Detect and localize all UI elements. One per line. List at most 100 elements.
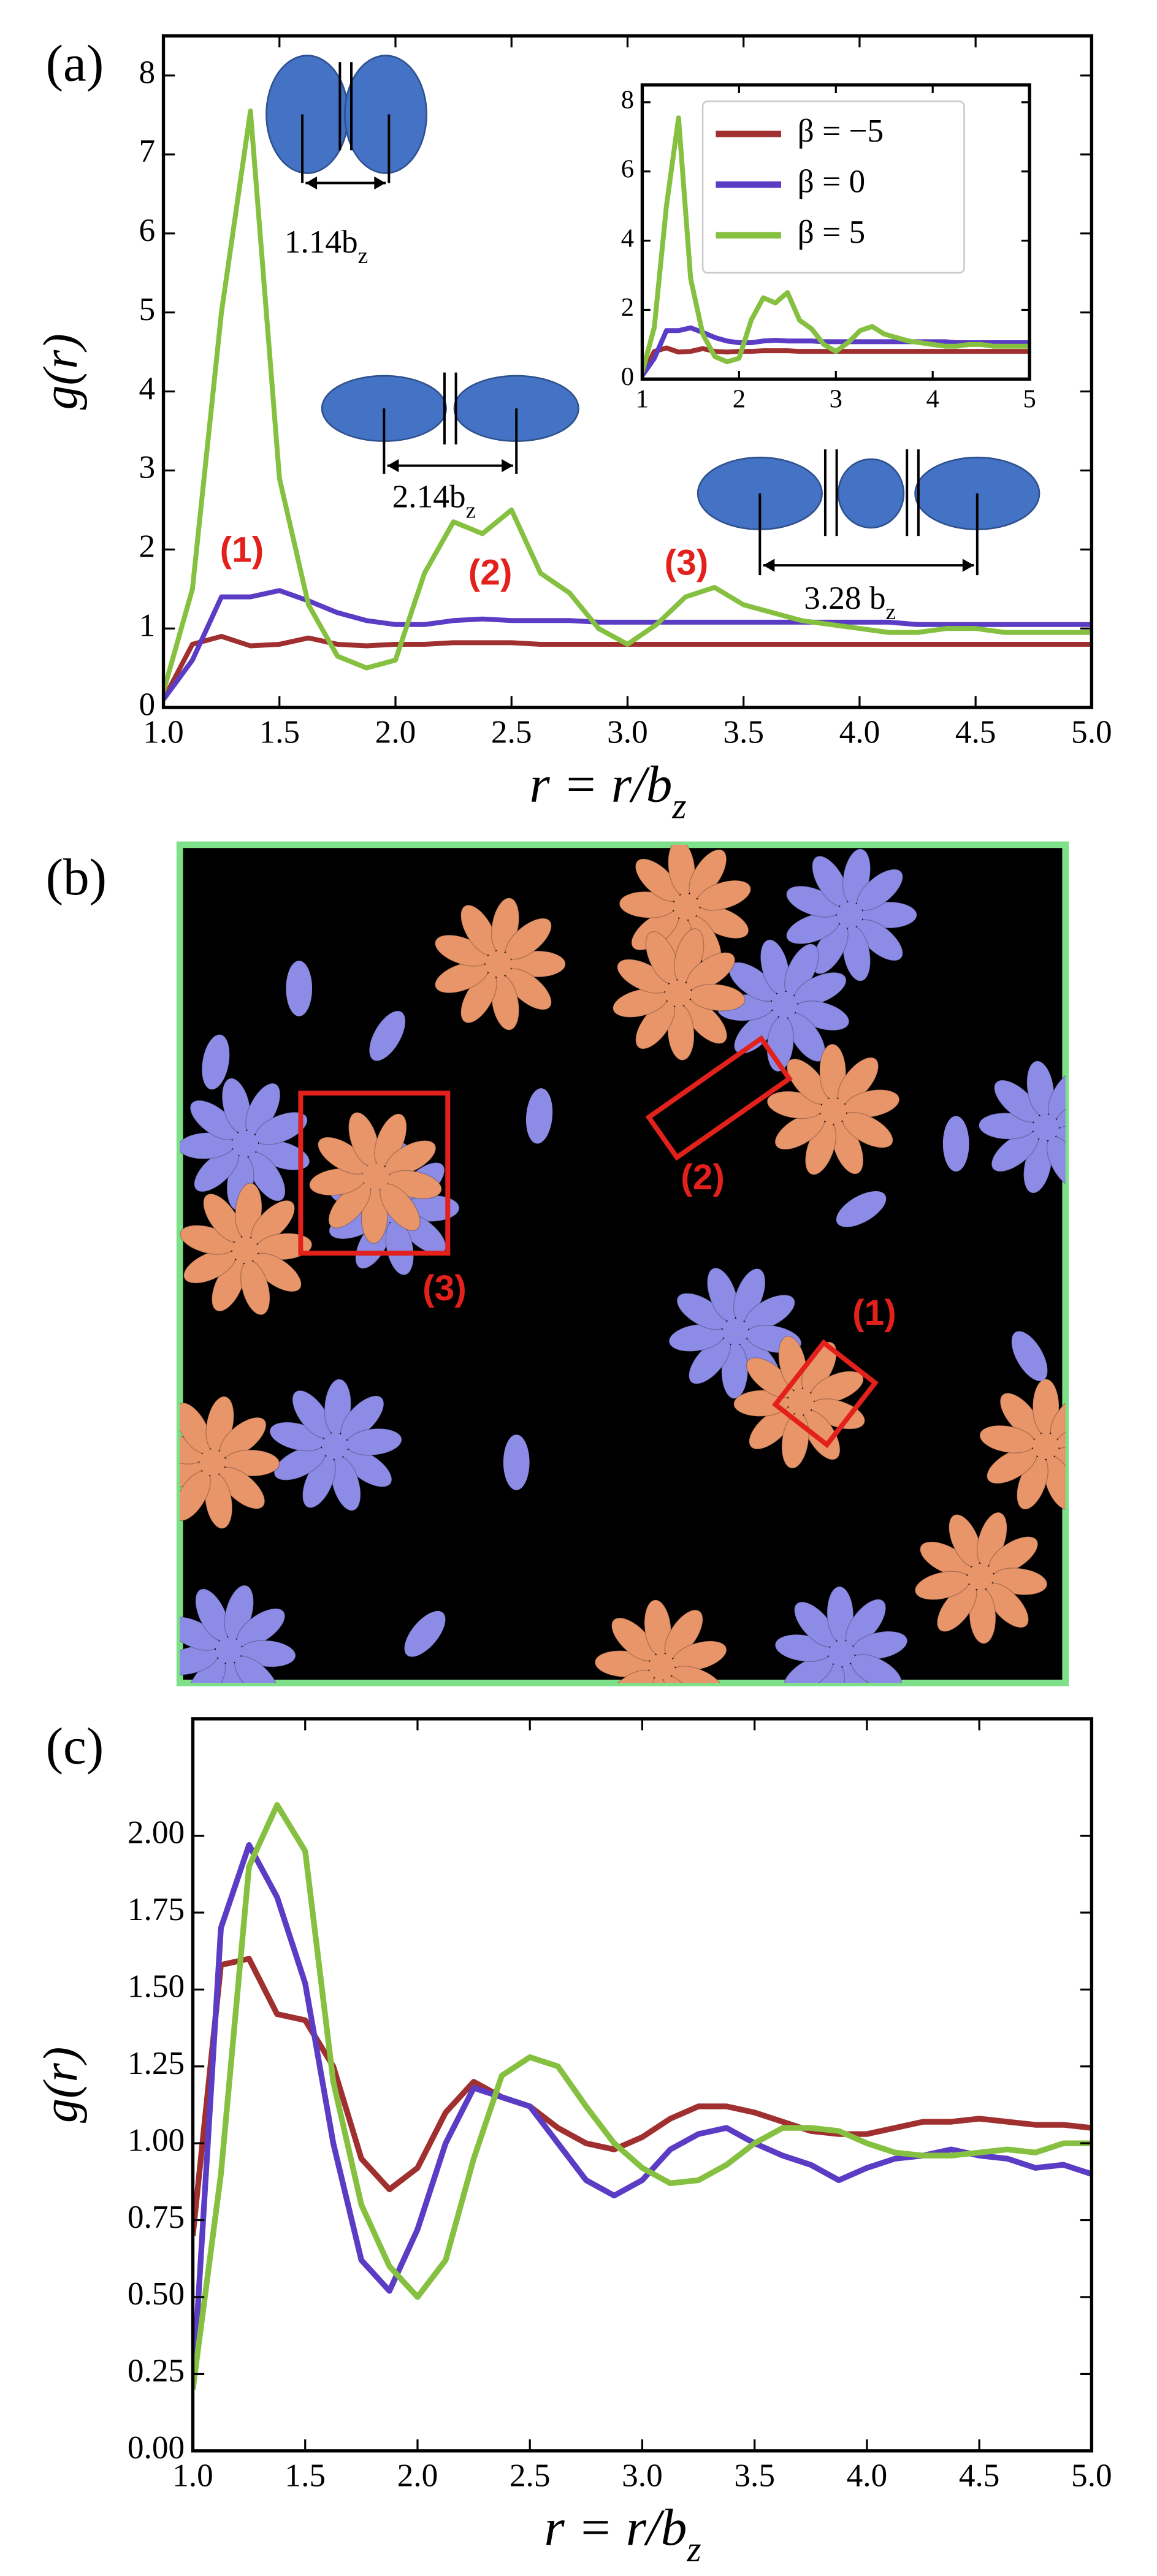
particle xyxy=(202,1034,230,1090)
x-axis-label-sub: z xyxy=(671,785,686,826)
legend-frame xyxy=(701,100,965,274)
particle-cluster xyxy=(733,1335,866,1469)
x-tick-label: 3.5 xyxy=(723,714,764,750)
spacing-label-main: 1.14b xyxy=(284,224,358,260)
particle-cluster xyxy=(619,844,752,973)
particle-core xyxy=(362,1163,389,1190)
spacing-label: 2.14bz xyxy=(392,479,476,524)
particle-core xyxy=(665,980,692,1007)
y-tick-label: 4 xyxy=(139,370,156,406)
y-tick-label: 0.25 xyxy=(128,2353,185,2389)
particle-cluster xyxy=(766,1043,900,1175)
particle-cluster xyxy=(774,1586,908,1683)
legend-label: β = 0 xyxy=(798,163,865,199)
particle-cluster xyxy=(180,1078,310,1211)
panel-label: (c) xyxy=(46,1718,104,1775)
particle-core xyxy=(967,1563,994,1590)
x-tick-label: 2.5 xyxy=(510,2457,551,2493)
y-tick-label: 1.75 xyxy=(128,1891,185,1927)
particle xyxy=(404,1610,446,1657)
particle-cluster xyxy=(180,1585,296,1683)
particle-core xyxy=(1033,1433,1060,1460)
spacing-label-main: 3.28 b xyxy=(804,580,885,616)
series-line xyxy=(193,1802,1092,2390)
particle-cluster xyxy=(914,1512,1048,1644)
y-tick-label: 0.75 xyxy=(128,2199,185,2235)
particle xyxy=(286,961,313,1016)
y-tick-label: 1.25 xyxy=(128,2045,185,2081)
panel-label: (a) xyxy=(46,35,104,93)
particle xyxy=(525,1088,553,1144)
spacing-label-sub: z xyxy=(358,243,368,269)
y-axis-label: g(r) xyxy=(34,2047,88,2123)
y-tick-label: 1.50 xyxy=(128,1968,185,2005)
y-tick-label: 4 xyxy=(621,224,634,253)
x-tick-label: 3 xyxy=(830,384,842,413)
x-axis-label-main: r = r/b xyxy=(530,755,673,813)
x-tick-label: 2 xyxy=(733,384,746,413)
particle-core xyxy=(485,951,512,977)
y-tick-label: 8 xyxy=(621,86,634,115)
snapshot-frame xyxy=(176,841,1069,1686)
chart-c: 1.0 1.5 2.0 2.5 3.0 3.5 4.0 4.5 5.0 0.00 0.25 0.50 0… xyxy=(34,1717,1112,2569)
series-line xyxy=(642,115,1030,373)
spacing-label: 3.28 bz xyxy=(804,580,896,625)
y-tick-label: 0.00 xyxy=(128,2429,185,2466)
y-tick-label: 7 xyxy=(139,133,156,169)
spacing-label-main: 2.14b xyxy=(392,479,466,515)
particle-cluster xyxy=(269,1379,402,1511)
x-tick-label: 3.5 xyxy=(734,2457,775,2493)
particle-core xyxy=(787,1389,814,1416)
spacing-label-sub: z xyxy=(886,600,896,625)
region-label: (2) xyxy=(681,1157,725,1197)
x-tick-label: 1.0 xyxy=(143,714,184,750)
y-tick-label: 1.00 xyxy=(128,2122,185,2158)
x-tick-label: 5.0 xyxy=(1071,714,1112,750)
series-line xyxy=(163,109,1092,693)
particle-core xyxy=(232,1237,259,1263)
particle-cluster xyxy=(717,939,850,1072)
particle-cluster xyxy=(978,1061,1066,1194)
x-axis-label-main: r = r/b xyxy=(544,2499,687,2556)
x-axis-label: r = r/bz xyxy=(544,2499,701,2569)
series-line xyxy=(193,1956,1092,2236)
y-tick-label: 5 xyxy=(139,291,156,327)
x-tick-label: 1 xyxy=(636,384,649,413)
series-line xyxy=(163,588,1092,701)
y-axis-label: g(r) xyxy=(34,333,88,410)
particle xyxy=(836,1191,887,1227)
particle-cluster xyxy=(309,1111,442,1244)
lines xyxy=(193,1802,1092,2390)
lines xyxy=(642,115,1030,377)
x-axis-label: r = r/bz xyxy=(530,755,687,826)
y-tick-label: 1 xyxy=(139,607,156,643)
region-label: (3) xyxy=(422,1268,467,1308)
x-tick-label: 2.0 xyxy=(375,714,416,750)
particle-core xyxy=(722,1318,749,1345)
particle-cluster xyxy=(613,928,746,1061)
x-tick-label: 5.0 xyxy=(1071,2457,1112,2493)
plot-frame xyxy=(191,1717,1094,2453)
particle-cluster xyxy=(180,1183,313,1316)
legend-label: β = −5 xyxy=(798,113,884,149)
y-tick-label: 2 xyxy=(139,528,156,565)
highlight-boxes xyxy=(298,1035,879,1449)
particle-core xyxy=(673,893,700,920)
x-tick-label: 1.5 xyxy=(284,2457,326,2493)
spacing-diagrams xyxy=(265,55,1041,576)
y-tick-label: 2.00 xyxy=(128,1815,185,1851)
y-tick-label: 8 xyxy=(139,54,156,90)
x-axis-label-sub: z xyxy=(686,2529,701,2569)
lines xyxy=(163,109,1092,701)
particle-core xyxy=(771,991,798,1018)
y-tick-label: 0 xyxy=(139,686,156,722)
particle-core xyxy=(199,1449,226,1476)
particle-cluster xyxy=(979,1378,1066,1510)
particle xyxy=(942,1116,969,1172)
spacing-label-sub: z xyxy=(466,498,476,524)
particle-core xyxy=(322,1433,348,1460)
y-tick-label: 0.50 xyxy=(128,2276,185,2312)
x-tick-label: 4.0 xyxy=(847,2457,888,2493)
series-line xyxy=(193,1842,1092,2390)
